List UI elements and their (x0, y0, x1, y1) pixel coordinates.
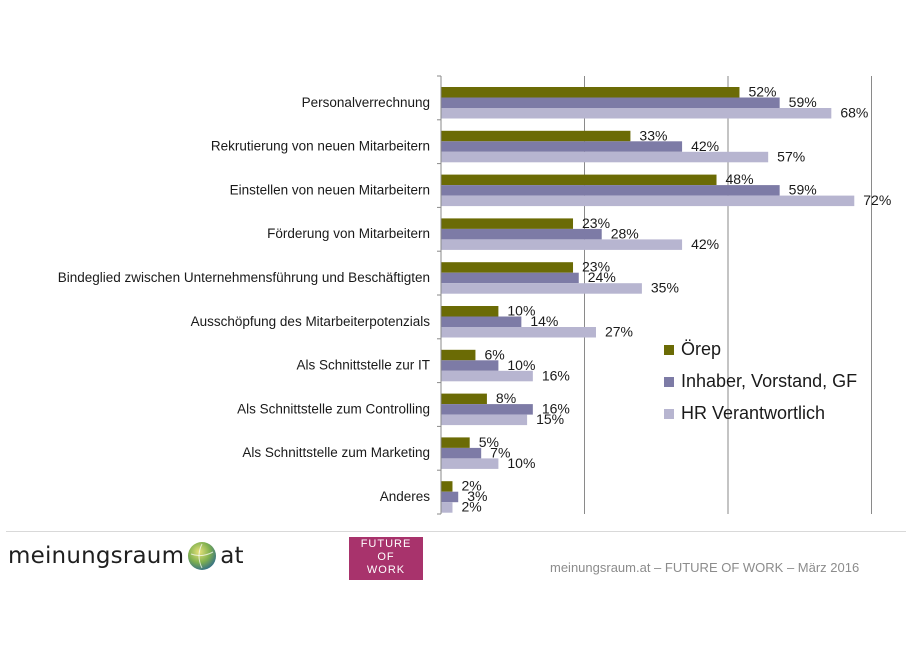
future-of-work-badge: FUTURE OF WORK (349, 537, 423, 580)
value-label: 16% (542, 401, 570, 417)
value-labels: 52%59%68%33%42%57%48%59%72%23%28%42%23%2… (461, 84, 891, 515)
bar (441, 491, 459, 503)
bar-chart: Personalverrechnung Rekrutierung von neue… (58, 75, 891, 515)
value-label: 15% (536, 411, 564, 427)
value-label: 48% (726, 171, 754, 187)
value-label: 7% (490, 444, 510, 460)
value-label: 6% (484, 346, 504, 362)
bar (441, 393, 487, 405)
value-label: 10% (507, 357, 535, 373)
badge-line-3: WORK (366, 564, 406, 576)
value-label: 42% (691, 236, 719, 252)
category-label: Als Schnittstelle zum Marketing (242, 445, 430, 460)
value-label: 3% (467, 488, 487, 504)
bar (441, 481, 453, 492)
bar (441, 151, 769, 163)
bar (441, 218, 574, 229)
bar (441, 141, 683, 152)
bar (441, 458, 499, 469)
value-label: 27% (605, 324, 633, 340)
value-label: 5% (479, 434, 499, 450)
value-label: 68% (840, 105, 868, 121)
bar (441, 306, 499, 317)
bar (441, 316, 522, 327)
legend: Örep Inhaber, Vorstand, GF HR Verantwortli… (664, 339, 857, 423)
brand-name-right: at (220, 543, 244, 569)
value-label: 2% (461, 499, 481, 515)
bar (441, 108, 832, 119)
legend-label: Inhaber, Vorstand, GF (681, 371, 857, 391)
bar (441, 195, 855, 207)
bar (441, 130, 631, 142)
category-label: Förderung von Mitarbeitern (267, 226, 430, 241)
value-label: 28% (611, 225, 639, 241)
bar (441, 174, 717, 186)
category-labels: Personalverrechnung Rekrutierung von neue… (58, 95, 430, 504)
badge-line-2: OF (377, 551, 395, 563)
bar (441, 414, 528, 426)
category-label: Bindeglied zwischen Unternehmensführung … (58, 270, 430, 285)
category-label: Ausschöpfung des Mitarbeiterpotenzials (191, 314, 431, 329)
legend-label: Örep (681, 339, 721, 359)
bar (441, 272, 579, 284)
category-label: Als Schnittstelle zum Controlling (237, 401, 430, 416)
brand-logo: meinungsraum at (8, 540, 244, 572)
footer-divider (6, 531, 906, 532)
bars (441, 87, 855, 513)
bar (441, 370, 533, 382)
category-label: Als Schnittstelle zur IT (296, 358, 430, 373)
bar (441, 87, 740, 98)
value-label: 23% (582, 259, 610, 275)
legend-swatch (664, 377, 674, 387)
bar (441, 447, 482, 459)
bar (441, 262, 574, 273)
value-label: 10% (507, 455, 535, 471)
bar (441, 327, 596, 338)
value-label: 59% (789, 94, 817, 110)
bar (441, 228, 602, 240)
value-label: 16% (542, 367, 570, 383)
footer-caption: meinungsraum.at – FUTURE OF WORK – März … (550, 560, 860, 575)
value-label: 10% (507, 303, 535, 319)
bar (441, 404, 533, 415)
value-label: 42% (691, 138, 719, 154)
category-label: Einstellen von neuen Mitarbeitern (230, 182, 430, 197)
category-label: Personalverrechnung (302, 95, 430, 110)
bar (441, 97, 780, 108)
value-label: 33% (639, 127, 667, 143)
value-label: 23% (582, 215, 610, 231)
globe-icon (188, 542, 217, 570)
bar (441, 239, 683, 250)
value-label: 57% (777, 148, 805, 164)
bar (441, 360, 499, 371)
bar (441, 283, 642, 294)
legend-swatch (664, 345, 674, 355)
value-label: 8% (496, 390, 516, 406)
bar (441, 502, 453, 513)
value-label: 72% (863, 192, 891, 208)
bar (441, 437, 470, 448)
legend-swatch (664, 409, 674, 419)
category-label: Anderes (380, 489, 431, 504)
legend-label: HR Verantwortlich (681, 403, 825, 423)
value-label: 24% (588, 269, 616, 285)
bar (441, 185, 780, 196)
y-axis (437, 75, 442, 515)
brand-name-left: meinungsraum (8, 543, 185, 569)
value-label: 14% (530, 313, 558, 329)
value-label: 59% (789, 182, 817, 198)
value-label: 35% (651, 280, 679, 296)
badge-line-1: FUTURE (360, 538, 412, 550)
category-label: Rekrutierung von neuen Mitarbeitern (211, 139, 430, 154)
bar (441, 349, 476, 361)
value-label: 2% (461, 478, 481, 494)
value-label: 52% (748, 84, 776, 100)
